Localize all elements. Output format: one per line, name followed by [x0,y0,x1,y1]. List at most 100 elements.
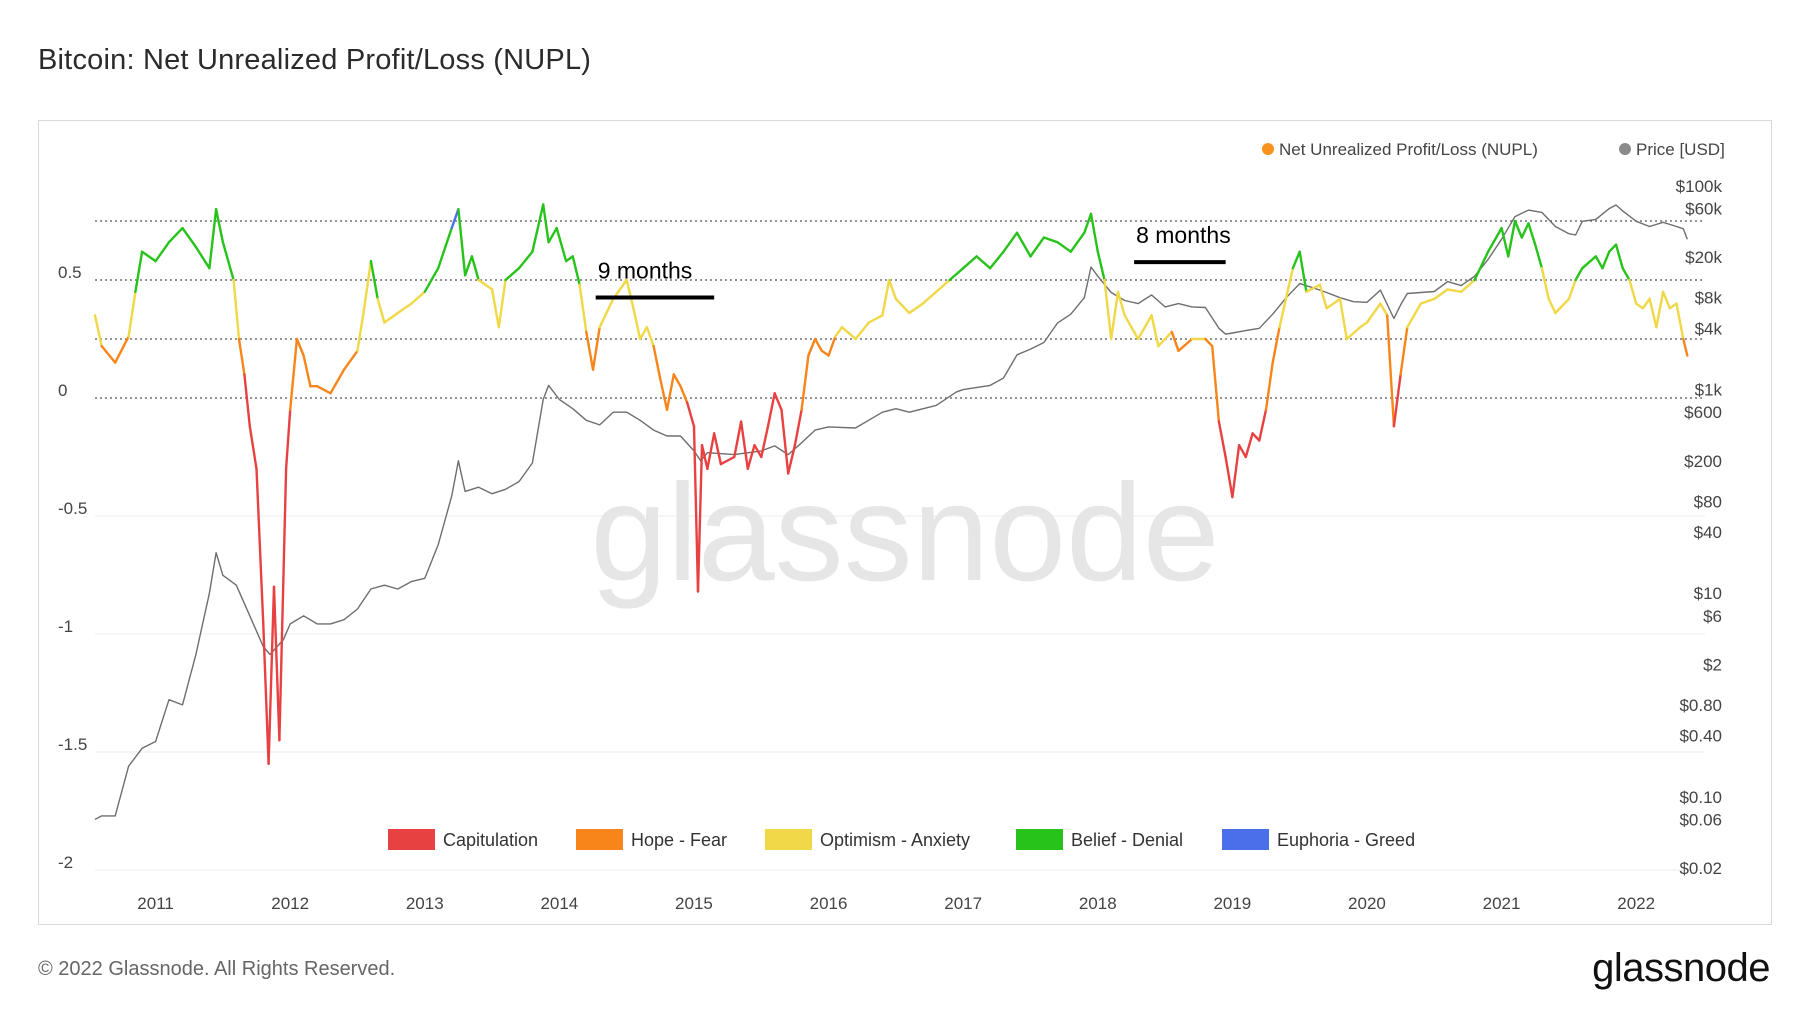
nupl-segment [1641,297,1651,310]
nupl-segment [1150,314,1160,348]
nupl-segment [887,278,898,301]
nupl-segment [1096,250,1106,282]
nupl-segment [1507,219,1517,258]
y-left-tick-label: -1.5 [58,735,87,754]
nupl-segment [706,432,716,470]
nupl-segment [1123,314,1140,341]
nupl-segment [1634,302,1645,310]
nupl-segment [571,255,581,286]
nupl-segment [632,307,642,341]
nupl-segment [457,207,467,277]
nupl-segment [396,302,413,315]
y-right-tick-label: $0.10 [1679,788,1722,807]
nupl-segment [1406,302,1423,329]
nupl-segment [1271,326,1281,364]
nupl-segment [753,444,763,459]
nupl-segment [1251,432,1261,442]
nupl-segment [1547,297,1557,315]
nupl-segment [1459,278,1476,293]
nupl-segment [1527,222,1537,246]
nupl-segment [93,314,103,348]
nupl-segment [243,373,252,428]
x-tick-label: 2018 [1079,894,1117,913]
y-left-tick-label: 0 [58,381,67,400]
nupl-segment [733,420,743,459]
nupl-segment [547,226,558,244]
nupl-segment [1338,297,1349,341]
legend-zone-label: Belief - Denial [1071,830,1183,850]
nupl-segment [181,226,198,249]
legend-top-marker [1262,143,1274,155]
nupl-segment [813,337,823,352]
nupl-segment [1244,432,1254,459]
nupl-segment [713,432,723,466]
x-tick-label: 2012 [271,894,309,913]
legend-top[interactable]: Net Unrealized Profit/Loss (NUPL) Price [… [1262,140,1725,159]
y-left-tick-label: -1 [58,617,73,636]
nupl-segment [262,621,270,765]
nupl-segment [278,467,288,742]
nupl-segment [780,408,790,475]
nupl-segment [894,297,911,315]
legend-zone-label: Optimism - Anxiety [820,830,970,850]
nupl-segment [652,344,662,381]
y-right-tick-label: $8k [1695,289,1723,308]
nupl-segment [659,377,669,411]
brand-logo: glassnode [1592,946,1770,990]
nupl-segment [1103,278,1113,341]
x-tick-label: 2020 [1348,894,1386,913]
nupl-segment [645,326,655,348]
nupl-segment [1136,314,1153,341]
nupl-segment [638,326,649,341]
nupl-segment [255,467,265,624]
y-left-tick-label: -0.5 [58,499,87,518]
nupl-segment [1379,302,1389,317]
nupl-segment [962,255,978,270]
nupl-segment [1540,267,1550,301]
nupl-segment [679,385,689,404]
nupl-segment [854,321,871,341]
nupl-segment [1069,231,1086,253]
y-right-tick-label: $100k [1676,177,1723,196]
nupl-segment [221,240,235,282]
nupl-series [93,203,1689,765]
nupl-segment [1621,267,1631,282]
nupl-segment [1385,314,1396,428]
nupl-segment [1655,290,1665,329]
nupl-segment [700,444,709,470]
x-tick-label: 2011 [137,894,174,913]
nupl-segment [1433,288,1449,301]
y-right-tick-label: $2 [1703,655,1722,674]
legend-zones[interactable]: Capitulation Hope - Fear Optimism - Anxiet… [388,829,1415,850]
nupl-segment [1513,219,1524,239]
nupl-segment [363,259,373,310]
nupl-segment [1318,283,1328,310]
nupl-segment [342,349,359,371]
price-series [94,204,1688,821]
x-tick-label: 2017 [944,894,982,913]
nupl-segment [1661,290,1672,310]
nupl-segment [665,373,675,411]
grid-lines [95,220,1705,871]
nupl-segment [1325,297,1342,310]
nupl-segment [834,326,844,338]
nupl-segment [329,368,346,395]
nupl-segment [208,207,218,270]
x-tick-label: 2014 [540,894,578,913]
nupl-segment [672,373,682,388]
nupl-segment [113,335,130,364]
y-axis-right: $100k $60k $20k $8k $4k $1k $600 $200 $80 $40 $10 $… [1676,177,1723,878]
nupl-segment [1278,267,1295,329]
nupl-segment [773,392,783,411]
nupl-segment [383,311,399,324]
y-left-tick-label: -2 [58,853,73,872]
nupl-segment [1002,231,1019,253]
nupl-segment [1237,444,1248,459]
nupl-segment [921,290,938,305]
x-tick-label: 2019 [1213,894,1251,913]
nupl-segment [766,392,776,428]
x-tick-label: 2022 [1617,894,1655,913]
nupl-segment [437,226,453,270]
legend-zone-swatch [1016,829,1063,850]
nupl-segment [564,255,574,263]
